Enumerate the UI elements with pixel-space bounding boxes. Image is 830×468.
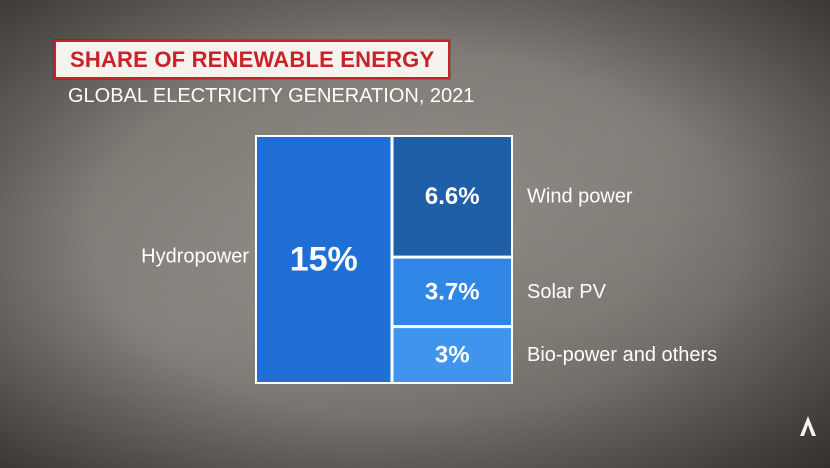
treemap-tile-bio-power-and-others [393,328,511,382]
value-label-hydropower: 15% [290,241,358,279]
category-label-bio-power-and-others: Bio-power and others [527,344,717,366]
treemap-tile-wind-power [393,137,511,256]
title-banner: SHARE OF RENEWABLE ENERGY [54,40,451,79]
category-label-wind-power: Wind power [527,185,633,207]
value-label-wind-power: 6.6% [425,183,480,210]
chart-subtitle: GLOBAL ELECTRICITY GENERATION, 2021 [68,85,475,107]
category-label-hydropower: Hydropower [141,246,249,268]
logo-mark-icon [800,416,816,436]
value-label-bio-power-and-others: 3% [435,342,470,369]
value-label-solar-pv: 3.7% [425,278,480,305]
treemap-tile-hydropower [257,137,391,382]
chart-title: SHARE OF RENEWABLE ENERGY [70,46,435,72]
treemap-tile-solar-pv [393,258,511,326]
category-label-solar-pv: Solar PV [527,281,607,303]
cna-logo [800,416,816,436]
